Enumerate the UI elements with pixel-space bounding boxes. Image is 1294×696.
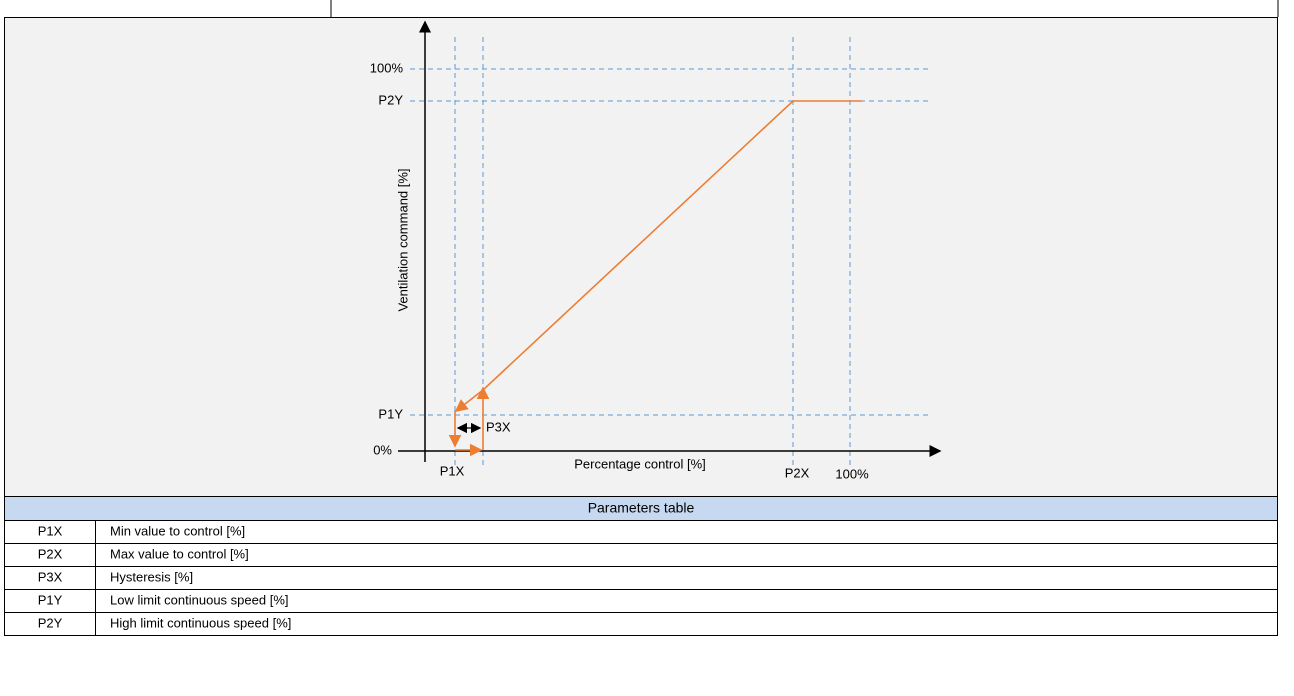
curve bbox=[482, 100, 862, 391]
param-description: Min value to control [%] bbox=[110, 523, 245, 538]
y-label: 100% bbox=[370, 60, 404, 75]
y-label: 0% bbox=[373, 442, 392, 457]
y-axis-title: Ventilation command [%] bbox=[395, 168, 410, 311]
x-axis-title: Percentage control [%] bbox=[574, 456, 706, 471]
param-code: P2Y bbox=[38, 615, 63, 630]
param-code: P1X bbox=[38, 523, 63, 538]
table-body: P1X Min value to control [%] P2X Max value … bbox=[4, 520, 1278, 636]
param-description: High limit continuous speed [%] bbox=[110, 615, 291, 630]
diagram-panel bbox=[4, 17, 1278, 497]
param-code: P1Y bbox=[38, 592, 63, 607]
param-code: P2X bbox=[38, 546, 63, 561]
param-description: Low limit continuous speed [%] bbox=[110, 592, 288, 607]
table-title: Parameters table bbox=[588, 500, 695, 516]
table-header bbox=[4, 496, 1278, 521]
table-row bbox=[4, 566, 1278, 590]
hysteresis-arrow bbox=[454, 389, 484, 412]
param-code: P3X bbox=[38, 569, 63, 584]
x-label: P1X bbox=[440, 463, 465, 478]
x-label: P2X bbox=[785, 465, 810, 480]
param-description: Max value to control [%] bbox=[110, 546, 249, 561]
table-row bbox=[4, 612, 1278, 636]
x-label: 100% bbox=[835, 466, 869, 481]
hysteresis-label: P3X bbox=[486, 419, 511, 434]
y-label: P1Y bbox=[378, 406, 403, 421]
y-label: P2Y bbox=[378, 92, 403, 107]
param-description: Hysteresis [%] bbox=[110, 569, 193, 584]
